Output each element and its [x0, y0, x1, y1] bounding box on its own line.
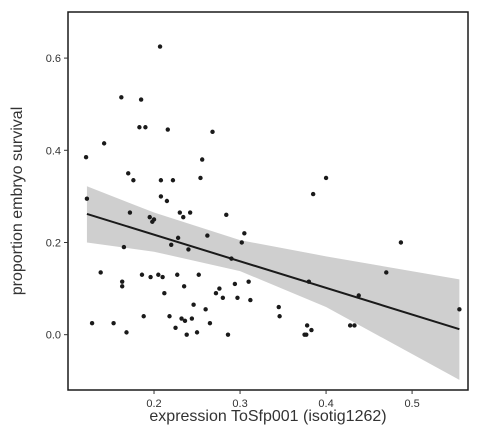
data-point [147, 214, 152, 220]
data-points-layer [83, 44, 462, 337]
data-point [309, 327, 314, 333]
confidence-band [86, 186, 460, 380]
data-point [138, 97, 144, 102]
data-point [151, 217, 157, 222]
x-tick-label: 0.4 [318, 398, 333, 410]
data-point [242, 231, 247, 236]
data-point [143, 125, 148, 130]
data-point [277, 314, 282, 319]
data-point [187, 210, 193, 215]
data-point [189, 316, 195, 321]
data-point [156, 272, 161, 277]
data-point [148, 274, 153, 280]
data-point [101, 141, 107, 146]
data-point [457, 307, 462, 312]
data-point [239, 240, 244, 245]
data-point [225, 332, 231, 337]
data-point [119, 279, 125, 284]
data-point [169, 242, 174, 247]
data-point [207, 320, 213, 326]
data-point [139, 272, 145, 277]
data-point [304, 323, 310, 328]
data-point [248, 297, 253, 303]
data-point [352, 323, 357, 328]
data-point [121, 244, 127, 250]
data-point [384, 270, 389, 275]
data-point [83, 155, 89, 160]
data-point [131, 178, 136, 183]
y-axis-ticks: 0.0 0.2 0.4 0.6 [46, 53, 68, 342]
x-axis-ticks: 0.2 0.3 0.4 0.5 [146, 390, 420, 410]
x-tick-label: 0.5 [404, 398, 419, 410]
data-point [141, 314, 146, 319]
data-point [175, 272, 180, 277]
data-point [224, 212, 229, 218]
data-point [199, 157, 205, 162]
data-point [196, 272, 201, 277]
y-axis-title: proportion embryo survival [9, 107, 26, 296]
data-point [175, 235, 181, 241]
data-point [160, 274, 165, 280]
plot-frame [67, 11, 469, 391]
y-tick-label: 0.6 [46, 53, 61, 65]
data-point [158, 194, 164, 199]
data-point [119, 95, 124, 100]
data-point [323, 175, 329, 181]
data-point [235, 295, 240, 301]
data-point [165, 127, 170, 132]
data-point [164, 198, 170, 204]
trend-line [86, 212, 460, 331]
data-point [184, 332, 189, 337]
data-point [182, 318, 188, 324]
x-tick-label: 0.3 [232, 398, 247, 410]
data-point [356, 293, 361, 298]
data-point [217, 286, 222, 291]
data-point [304, 332, 309, 337]
data-point [310, 191, 316, 197]
y-tick-label: 0.4 [46, 145, 61, 157]
data-point [170, 178, 176, 183]
data-point [205, 233, 210, 238]
data-point [246, 279, 251, 284]
data-point [203, 307, 208, 312]
confidence-band-layer [86, 186, 460, 380]
data-point [127, 210, 133, 215]
data-point [167, 314, 172, 319]
data-point [162, 290, 167, 296]
data-point [157, 44, 163, 49]
data-point [181, 284, 187, 289]
data-point [191, 302, 196, 307]
trend-line-layer [86, 212, 460, 331]
data-point [179, 316, 184, 321]
data-point [124, 330, 129, 335]
data-point [232, 281, 238, 287]
data-point [220, 295, 226, 301]
data-point [158, 178, 164, 183]
data-point [89, 320, 95, 326]
x-axis-title: expression ToSfp001 (isotig1262) [149, 408, 386, 425]
data-point [111, 320, 116, 326]
data-point [137, 125, 142, 130]
data-point [186, 247, 191, 252]
data-point [276, 304, 281, 310]
data-point [194, 330, 200, 335]
y-tick-label: 0.2 [46, 237, 61, 249]
data-point [173, 325, 178, 330]
data-point [84, 196, 90, 201]
y-tick-label: 0.0 [46, 330, 61, 342]
data-point [398, 240, 404, 245]
data-point [198, 175, 203, 181]
x-tick-label: 0.2 [146, 398, 161, 410]
data-point [177, 210, 183, 215]
data-point [181, 214, 186, 220]
data-point [119, 284, 125, 289]
data-point [213, 290, 219, 296]
data-point [126, 171, 131, 176]
data-point [210, 129, 215, 135]
data-point [347, 323, 353, 328]
data-point [98, 270, 103, 275]
